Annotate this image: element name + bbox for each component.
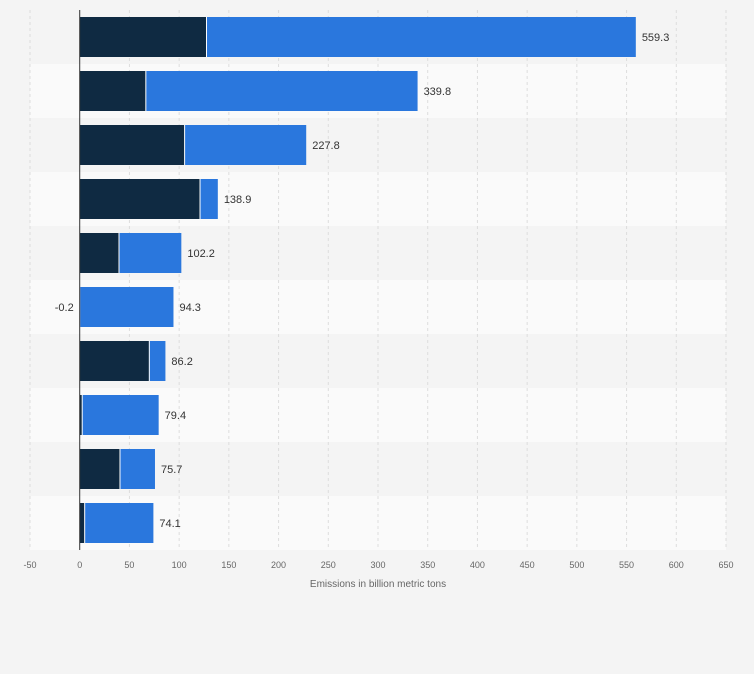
bar-segment bbox=[80, 449, 120, 489]
x-tick-label: 350 bbox=[420, 560, 435, 570]
bar-negative-label: -0.2 bbox=[55, 302, 74, 314]
x-tick-labels: -50 0 50 100 150 200 250 300 350 400 450 500 550 600 6… bbox=[23, 560, 733, 570]
bar-segment bbox=[82, 395, 158, 435]
bar-segment bbox=[80, 503, 85, 543]
bar-total-label: 79.4 bbox=[165, 410, 186, 422]
bar-segment bbox=[120, 449, 155, 489]
x-tick-label: 600 bbox=[669, 560, 684, 570]
bar-total-label: 102.2 bbox=[187, 248, 215, 260]
x-tick-label: 300 bbox=[370, 560, 385, 570]
x-tick-label: 50 bbox=[124, 560, 134, 570]
x-tick-label: 200 bbox=[271, 560, 286, 570]
bar-segment bbox=[185, 125, 307, 165]
x-tick-label: -50 bbox=[23, 560, 36, 570]
x-tick-label: 0 bbox=[77, 560, 82, 570]
bar-segment bbox=[80, 287, 174, 327]
bar-total-label: 559.3 bbox=[642, 32, 670, 44]
x-tick-label: 450 bbox=[520, 560, 535, 570]
bar-segment bbox=[80, 71, 146, 111]
bar-segment bbox=[80, 179, 200, 219]
x-tick-label: 500 bbox=[569, 560, 584, 570]
bar-total-label: 75.7 bbox=[161, 464, 182, 476]
bar-segment bbox=[85, 503, 154, 543]
bar-segment bbox=[206, 17, 635, 57]
bar-segment bbox=[119, 233, 181, 273]
bar-segment bbox=[80, 341, 150, 381]
bar-total-label: 227.8 bbox=[312, 140, 340, 152]
bar-total-label: 94.3 bbox=[179, 302, 200, 314]
x-tick-label: 250 bbox=[321, 560, 336, 570]
bar-total-label: 74.1 bbox=[159, 518, 180, 530]
bar-segment bbox=[80, 233, 119, 273]
x-tick-label: 400 bbox=[470, 560, 485, 570]
bar-segment bbox=[200, 179, 218, 219]
x-axis-title: Emissions in billion metric tons bbox=[310, 579, 446, 590]
bar-segment bbox=[149, 341, 165, 381]
x-tick-label: 150 bbox=[221, 560, 236, 570]
bar-total-label: 86.2 bbox=[171, 356, 192, 368]
x-tick-label: 650 bbox=[718, 560, 733, 570]
bar-total-label: 339.8 bbox=[424, 86, 452, 98]
x-tick-label: 550 bbox=[619, 560, 634, 570]
bar-segment bbox=[80, 17, 207, 57]
bar-segment bbox=[146, 71, 418, 111]
bar-total-label: 138.9 bbox=[224, 194, 252, 206]
bar-segment bbox=[80, 125, 185, 165]
x-tick-label: 100 bbox=[172, 560, 187, 570]
